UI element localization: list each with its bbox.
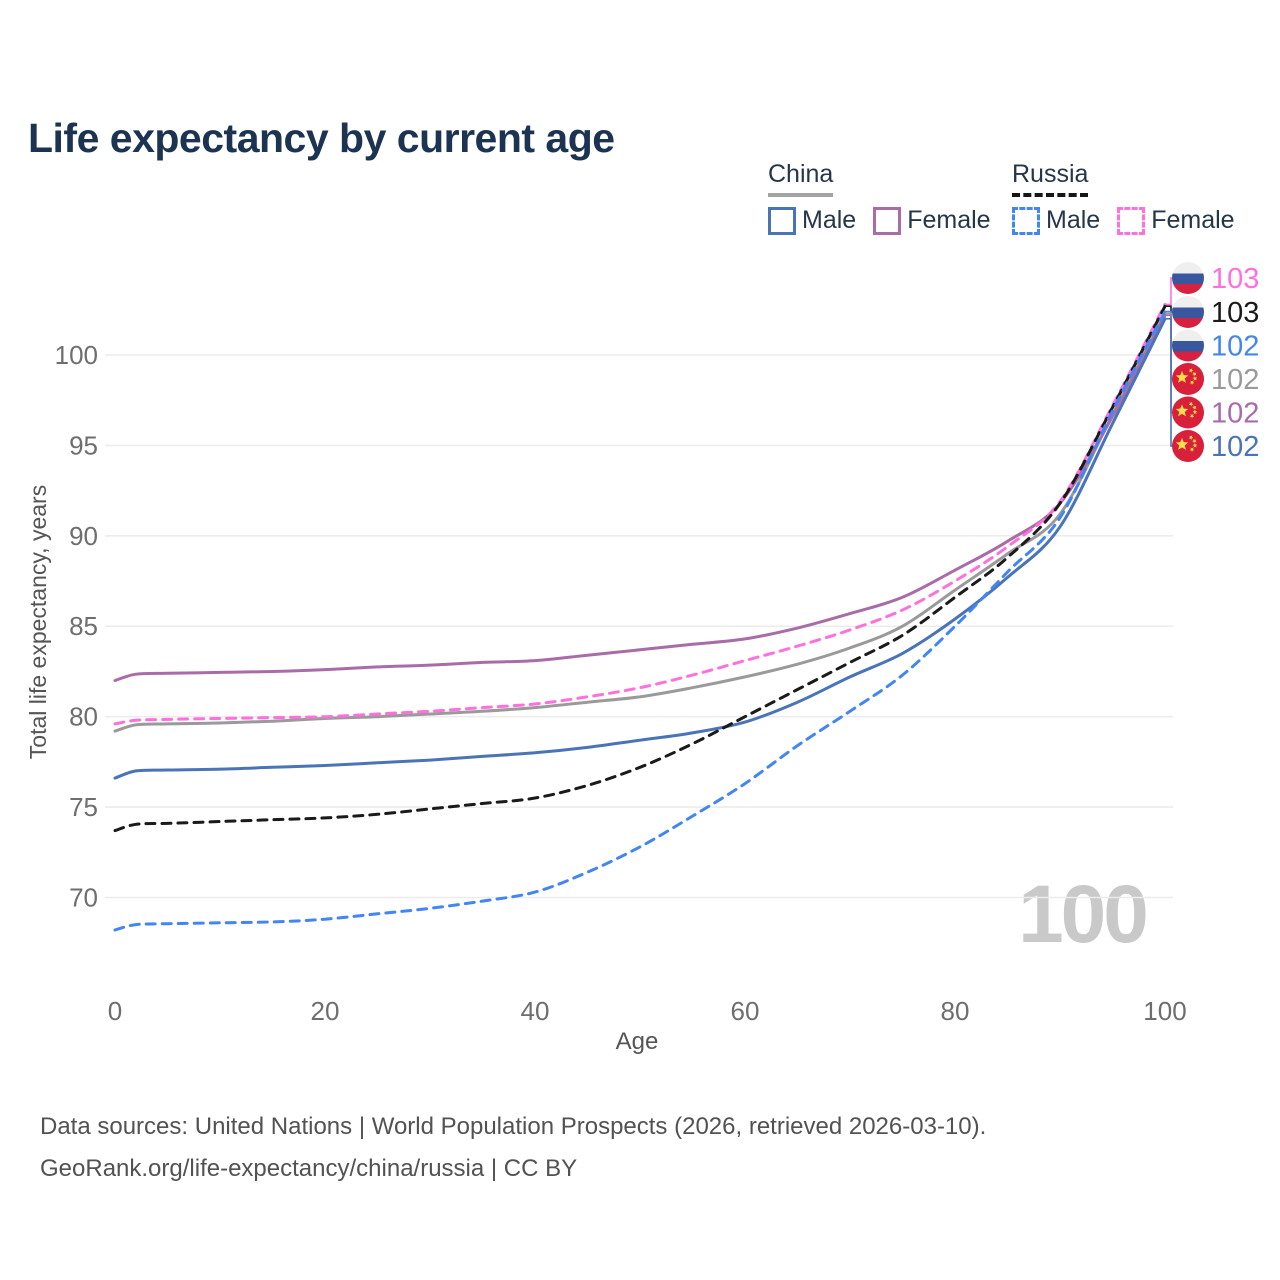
- legend-label-china-male: Male: [802, 206, 857, 234]
- legend-label-china-female: Female: [907, 206, 991, 234]
- legend-item-russia-female[interactable]: Female: [1117, 206, 1235, 235]
- end-label-value-china-female: 102: [1211, 398, 1259, 430]
- end-label-value-russia-male: 102: [1211, 331, 1259, 363]
- footer-credits: Data sources: United Nations | World Pop…: [40, 1106, 986, 1190]
- end-label-value-china-male: 102: [1211, 431, 1259, 463]
- legend-item-china-male[interactable]: Male: [768, 206, 856, 235]
- footer-sources-line: Data sources: United Nations | World Pop…: [40, 1113, 987, 1140]
- series-line-china-total[interactable]: [113, 311, 1167, 733]
- end-label-value-russia-total: 103: [1211, 297, 1259, 329]
- legend-swatch-china-female: [873, 206, 902, 235]
- x-tick-label-0: 0: [108, 996, 122, 1026]
- x-tick-label-100: 100: [1143, 996, 1186, 1026]
- legend-swatch-russia-male: [1012, 206, 1040, 235]
- end-label-value-russia-female: 103: [1211, 263, 1259, 295]
- y-tick-label-80: 80: [69, 702, 98, 732]
- x-tick-label-60: 60: [731, 996, 760, 1026]
- series-line-china-female[interactable]: [113, 313, 1167, 682]
- legend-header-russia[interactable]: Russia: [1012, 160, 1089, 197]
- y-tick-label-70: 70: [69, 882, 98, 912]
- legend-group-china: China Male Female: [768, 160, 1008, 235]
- x-tick-label-40: 40: [521, 996, 550, 1026]
- y-tick-label-95: 95: [69, 430, 98, 460]
- legend-header-china[interactable]: China: [768, 160, 834, 197]
- y-tick-label-75: 75: [69, 792, 98, 822]
- series-line-russia-total[interactable]: [113, 304, 1167, 833]
- y-tick-label-90: 90: [69, 521, 98, 551]
- y-tick-label-85: 85: [69, 611, 98, 641]
- series-line-russia-male[interactable]: [113, 310, 1167, 932]
- flag-icon-china: [1172, 430, 1204, 462]
- legend-label-russia-male: Male: [1046, 206, 1101, 234]
- series-line-china-male[interactable]: [113, 317, 1167, 780]
- legend-label-russia-female: Female: [1151, 206, 1235, 234]
- series-line-russia-female[interactable]: [113, 302, 1167, 726]
- legend-group-russia: Russia Male Female: [1012, 160, 1252, 235]
- x-axis-title: Age: [616, 1028, 659, 1055]
- flag-icon-russia: [1172, 296, 1204, 328]
- flag-icon-china: [1172, 363, 1204, 395]
- flag-icon-russia: [1172, 329, 1204, 362]
- x-tick-label-20: 20: [311, 996, 340, 1026]
- y-tick-label-100: 100: [55, 340, 98, 370]
- legend-item-china-female[interactable]: Female: [873, 206, 991, 235]
- x-tick-label-80: 80: [941, 996, 970, 1026]
- page-title: Life expectancy by current age: [28, 115, 615, 162]
- legend-swatch-russia-female: [1117, 206, 1146, 235]
- legend-item-russia-male[interactable]: Male: [1012, 206, 1100, 235]
- flag-icon-china: [1172, 396, 1204, 429]
- flag-icon-russia: [1172, 262, 1204, 294]
- footer-link-line[interactable]: GeoRank.org/life-expectancy/china/russia…: [40, 1155, 578, 1182]
- end-label-value-china-total: 102: [1211, 364, 1259, 396]
- age-watermark: 100: [1018, 869, 1149, 960]
- y-axis-title: Total life expectancy, years: [25, 485, 51, 759]
- legend-swatch-china-male: [768, 206, 796, 235]
